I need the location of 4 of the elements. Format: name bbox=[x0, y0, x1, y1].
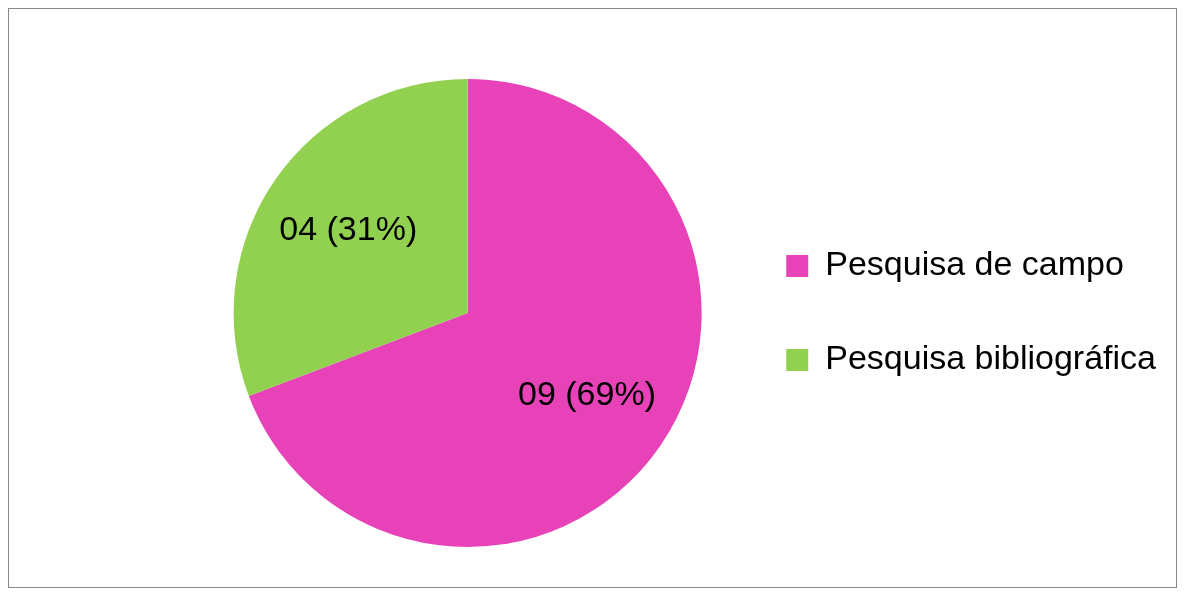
data-label: 04 (31%) bbox=[279, 208, 418, 247]
data-label: 09 (69%) bbox=[518, 373, 657, 412]
legend-label: Pesquisa bibliográfica bbox=[825, 338, 1157, 377]
legend-label: Pesquisa de campo bbox=[825, 244, 1124, 283]
